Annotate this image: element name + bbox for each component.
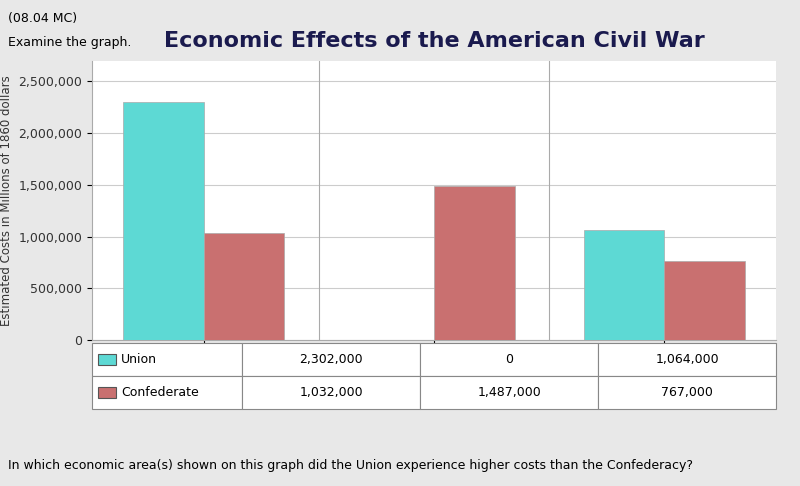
Text: 2,302,000: 2,302,000	[299, 353, 363, 365]
Text: 1,064,000: 1,064,000	[655, 353, 719, 365]
Bar	[584, 230, 664, 340]
Text: Confederate: Confederate	[121, 386, 198, 399]
Text: (08.04 MC): (08.04 MC)	[8, 12, 77, 25]
Text: Union: Union	[121, 353, 157, 365]
Text: 767,000: 767,000	[661, 386, 713, 399]
Bar	[204, 233, 284, 340]
Bar	[434, 186, 514, 340]
Y-axis label: Estimated Costs in Millions of 1860 dollars: Estimated Costs in Millions of 1860 doll…	[0, 75, 13, 326]
Text: Examine the graph.: Examine the graph.	[8, 36, 131, 50]
Text: 1,487,000: 1,487,000	[478, 386, 541, 399]
Bar	[123, 102, 204, 340]
Bar	[664, 261, 745, 340]
Text: 1,032,000: 1,032,000	[299, 386, 363, 399]
Text: 0: 0	[506, 353, 514, 365]
Title: Economic Effects of the American Civil War: Economic Effects of the American Civil W…	[164, 31, 704, 51]
Text: In which economic area(s) shown on this graph did the Union experience higher co: In which economic area(s) shown on this …	[8, 459, 693, 472]
